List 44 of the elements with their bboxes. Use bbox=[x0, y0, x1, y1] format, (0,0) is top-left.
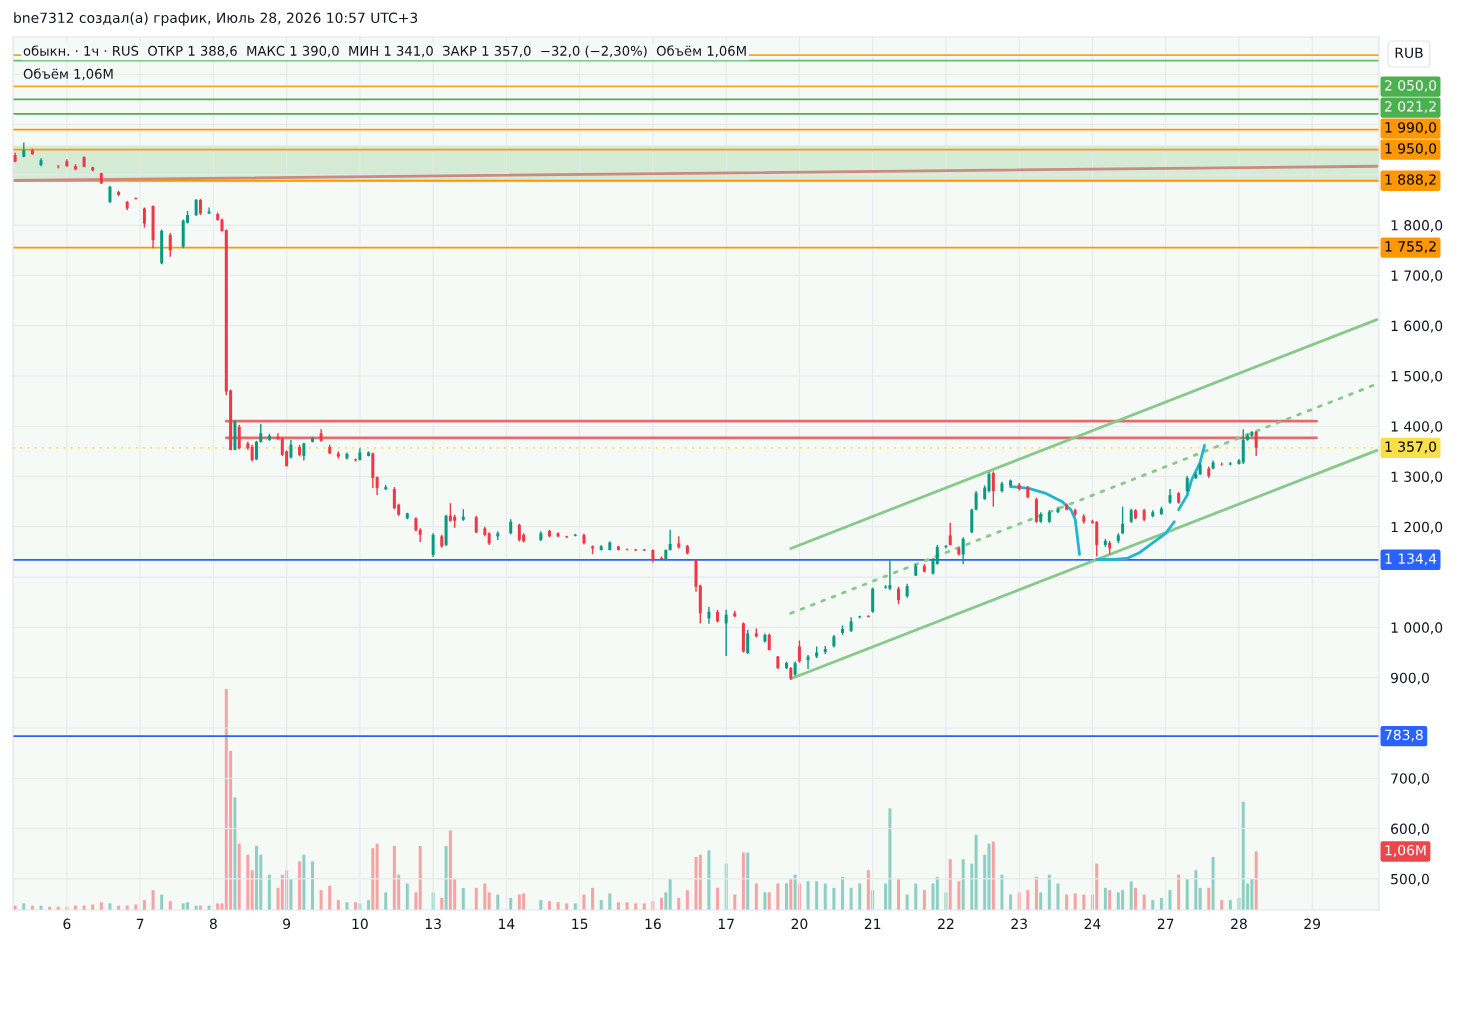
ref-line-label: 1 755,2 bbox=[1385, 241, 1436, 254]
ref-line-label: 1 990,0 bbox=[1385, 122, 1437, 135]
annotation: Объём 1,06M bbox=[23, 68, 113, 81]
y-tick-label: 500,0 bbox=[1391, 873, 1429, 886]
ref-line-label: 1 357,0 bbox=[1385, 441, 1437, 454]
y-tick-label: 1 600,0 bbox=[1391, 320, 1443, 333]
text: 1,06M bbox=[1385, 844, 1426, 857]
x-tick-label: 10 bbox=[352, 918, 368, 930]
x-tick-label: 15 bbox=[572, 918, 588, 930]
x-tick-label: 8 bbox=[209, 918, 217, 930]
x-tick-label: 24 bbox=[1084, 918, 1101, 929]
y-tick-label: 1 500,0 bbox=[1391, 370, 1443, 383]
y-tick-label: 1 700,0 bbox=[1391, 270, 1443, 283]
ref-line-label: 1 134,4 bbox=[1385, 553, 1437, 566]
ref-line-label: 2 021,2 bbox=[1385, 101, 1436, 114]
ref-line-label: 2 050,0 bbox=[1385, 80, 1437, 93]
x-tick-label: 20 bbox=[791, 918, 808, 930]
x-tick-label: 22 bbox=[938, 918, 954, 929]
text: обыкн. · 1ч · RUS ОТКР 1 388,6 МАКС 1 390,0 МИН 1 341,0 ЗАКР 1 357,0 −32,0 (−2,30%) Объём 1,06M bbox=[23, 45, 746, 58]
y-tick-label: 1 400,0 bbox=[1391, 421, 1443, 434]
x-tick-label: 21 bbox=[864, 918, 881, 929]
y-tick-label: 900,0 bbox=[1390, 672, 1429, 685]
chart-title: bne7312 создал(а) график, Июль 28, 2026 10:57 UTC+3 bbox=[14, 12, 418, 26]
x-tick-label: 14 bbox=[499, 918, 515, 929]
x-tick-label: 7 bbox=[136, 918, 144, 929]
x-tick-label: 17 bbox=[718, 918, 734, 929]
x-tick-label: 28 bbox=[1231, 918, 1247, 930]
y-tick-label: 1 300,0 bbox=[1391, 471, 1443, 484]
ref-line-label: 1 950,0 bbox=[1385, 143, 1437, 156]
ref-line-label: 1 888,2 bbox=[1385, 174, 1436, 187]
x-tick-label: 27 bbox=[1157, 918, 1174, 929]
y-axis-title: RUB bbox=[1395, 47, 1423, 59]
x-tick-label: 13 bbox=[425, 918, 441, 930]
y-tick-label: 1 200,0 bbox=[1391, 521, 1443, 534]
x-tick-label: 23 bbox=[1011, 918, 1027, 930]
x-tick-label: 6 bbox=[63, 918, 71, 930]
x-tick-label: 9 bbox=[283, 918, 291, 930]
x-tick-label: 29 bbox=[1304, 918, 1321, 930]
y-tick-label: 600,0 bbox=[1391, 823, 1429, 836]
x-tick-label: 16 bbox=[645, 918, 661, 930]
y-tick-label: 1 000,0 bbox=[1391, 622, 1443, 635]
ref-line-label: 783,8 bbox=[1385, 729, 1423, 742]
y-tick-label: 700,0 bbox=[1391, 773, 1429, 786]
y-tick-label: 1 800,0 bbox=[1391, 220, 1443, 232]
